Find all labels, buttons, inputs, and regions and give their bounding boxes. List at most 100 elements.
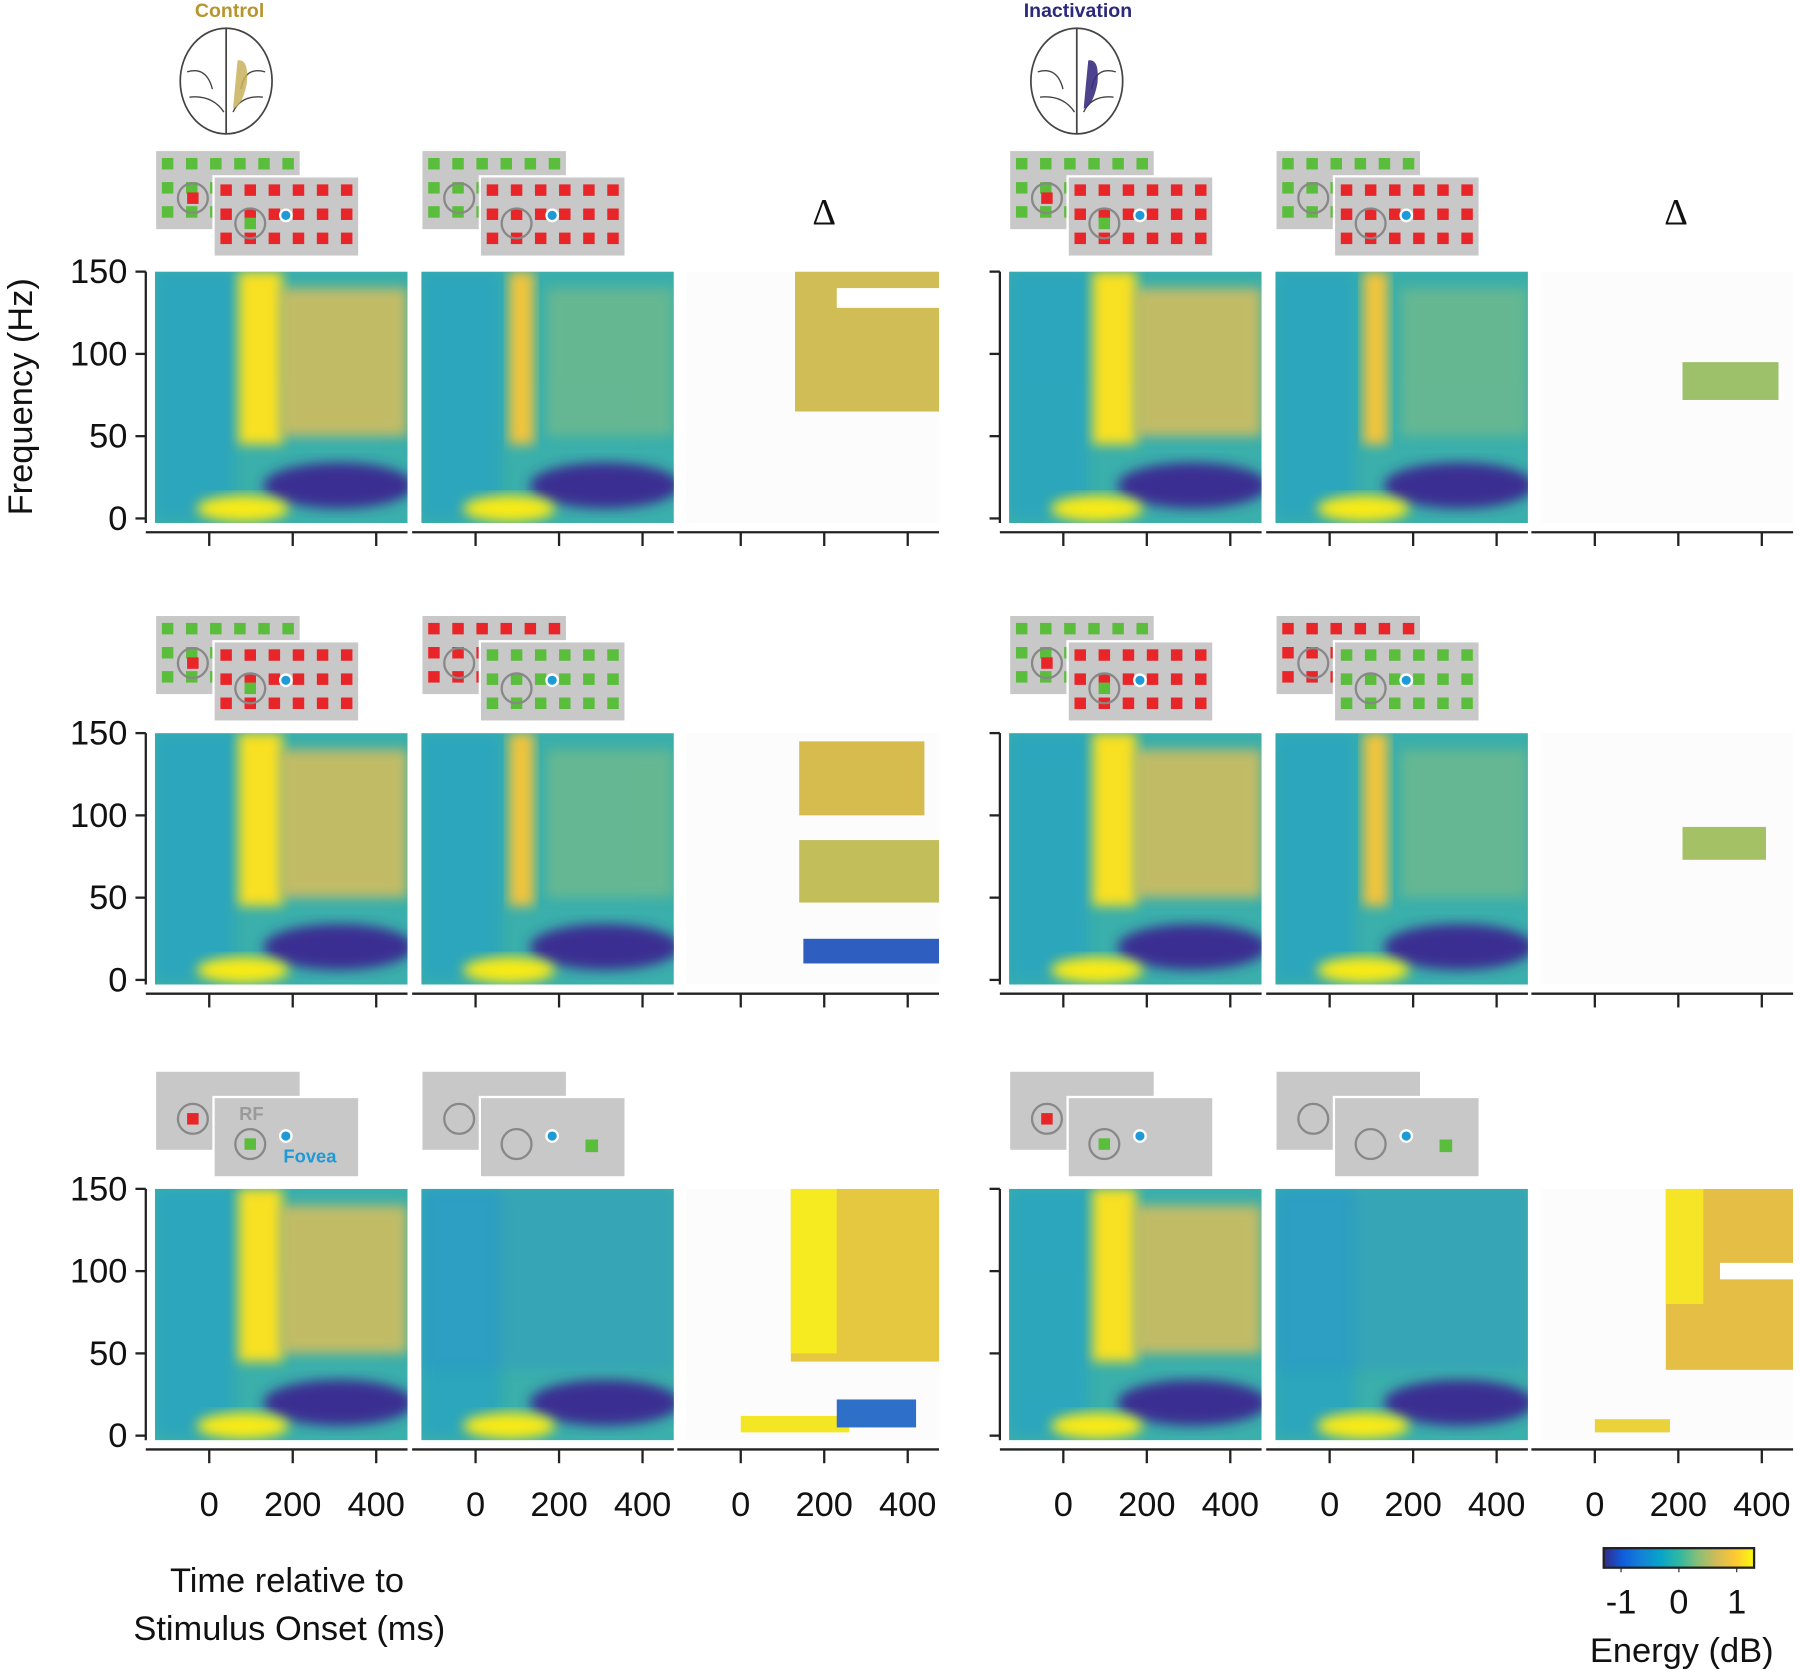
square: [234, 622, 246, 635]
square: [1389, 697, 1401, 710]
patch: [1009, 271, 1089, 519]
square: [1170, 649, 1183, 661]
square: [1015, 622, 1028, 635]
square: [1098, 1138, 1111, 1150]
patch: [1383, 1379, 1528, 1426]
square: [1170, 208, 1183, 220]
stimulus-icon: [1007, 1069, 1215, 1179]
spectrogram: [1540, 1188, 1794, 1441]
square: [1074, 673, 1086, 685]
square: [1354, 622, 1367, 635]
square: [1088, 622, 1100, 635]
x-tick-label: 0: [1585, 1486, 1604, 1524]
square: [452, 622, 464, 635]
square: [1282, 671, 1294, 683]
square: [1195, 649, 1207, 661]
square: [510, 184, 523, 196]
square: [428, 622, 440, 635]
square: [292, 184, 305, 196]
square: [1098, 217, 1111, 230]
fovea-dot: [1399, 1129, 1414, 1143]
patch: [1720, 1262, 1794, 1280]
patch: [1050, 1412, 1143, 1439]
square: [1146, 232, 1159, 245]
square: [534, 673, 547, 685]
square: [548, 622, 561, 635]
patch: [421, 733, 501, 980]
spectrogram: [1275, 733, 1528, 985]
square: [187, 192, 199, 204]
patch: [1092, 1188, 1137, 1362]
patch: [238, 1188, 283, 1362]
patch: [1117, 1379, 1262, 1426]
square: [1040, 157, 1052, 170]
square: [1074, 232, 1086, 245]
square: [185, 157, 198, 170]
square: [559, 649, 571, 661]
square: [244, 208, 256, 220]
square: [534, 208, 547, 220]
x-tick-label: 400: [1202, 1486, 1259, 1524]
square: [268, 208, 281, 220]
square: [1340, 649, 1353, 661]
square: [244, 1138, 256, 1150]
square: [607, 184, 619, 196]
square: [1439, 1139, 1453, 1153]
patch: [529, 923, 674, 971]
square: [1282, 157, 1294, 170]
square: [292, 208, 305, 220]
spectrogram: [154, 271, 408, 524]
square: [268, 673, 281, 685]
x-tick-label: 200: [530, 1486, 587, 1524]
square: [1389, 673, 1401, 685]
rf-circle: [1088, 207, 1121, 240]
square: [340, 673, 353, 685]
square: [1437, 184, 1449, 196]
square: [1170, 673, 1183, 685]
patch: [1092, 271, 1137, 445]
patch: [546, 749, 674, 898]
square: [1340, 673, 1353, 685]
square: [210, 157, 222, 170]
spectrogram: [686, 271, 940, 524]
fovea-dot: [1133, 1129, 1147, 1143]
square: [559, 208, 571, 220]
patch: [740, 1415, 850, 1433]
patch: [196, 956, 289, 984]
square: [510, 649, 523, 661]
fovea-dot: [1133, 208, 1147, 223]
colorbar-tick-label: 0: [1669, 1584, 1688, 1622]
square: [1437, 649, 1449, 661]
condition-label: Control: [195, 0, 264, 22]
square: [1340, 697, 1353, 710]
square: [1282, 206, 1294, 218]
patch: [529, 1379, 674, 1426]
y-tick-label: 150: [70, 253, 127, 291]
square: [1413, 208, 1425, 220]
square: [161, 671, 174, 683]
square: [292, 649, 305, 661]
square: [428, 182, 440, 194]
patch: [803, 938, 940, 964]
square: [292, 232, 305, 245]
square: [1041, 192, 1053, 204]
patch: [263, 462, 408, 509]
square: [534, 184, 547, 196]
square: [244, 682, 256, 695]
rf-circle: [176, 182, 209, 215]
square: [583, 208, 595, 220]
square: [1136, 622, 1148, 635]
square: [1074, 208, 1086, 220]
rf-circle: [500, 207, 533, 240]
patch: [1134, 288, 1262, 437]
square: [340, 184, 353, 196]
square: [510, 208, 523, 220]
square: [1064, 622, 1076, 635]
colorbar: [1602, 1547, 1756, 1569]
square: [524, 157, 537, 170]
rf-circle: [234, 1128, 267, 1161]
patch: [1092, 733, 1137, 906]
spectrogram: [1009, 1188, 1262, 1441]
y-axis-label: Frequency (Hz): [2, 278, 40, 515]
patch: [1050, 495, 1143, 522]
